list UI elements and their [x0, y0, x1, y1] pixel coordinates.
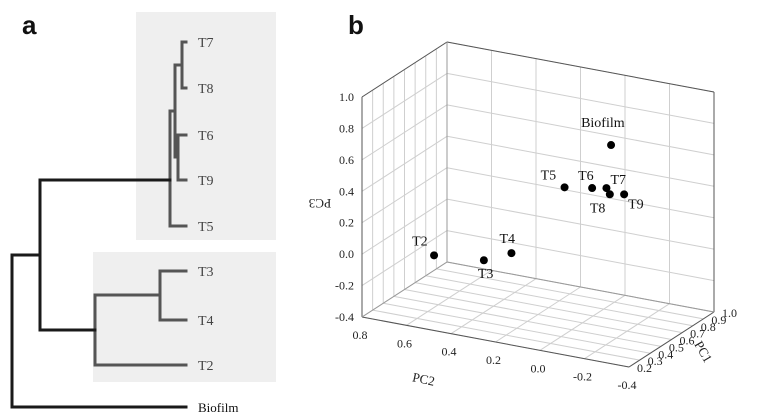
pc1-tick-label: 1.0	[722, 306, 737, 320]
pc2-tick-label: -0.4	[618, 378, 637, 392]
pc3-tick-label: -0.4	[335, 310, 354, 324]
grid-line	[361, 135, 448, 192]
pc2-tick-label: 0.8	[353, 328, 368, 342]
leaf-label-t8: T8	[198, 82, 214, 97]
branch-t5	[168, 109, 188, 228]
pc3-tick-label: 0.2	[339, 216, 354, 230]
pc3-tick-label: 0.6	[339, 153, 354, 167]
pc3-tick-label: 0.0	[339, 247, 354, 261]
point-label-t2: T2	[412, 234, 428, 249]
pc1-tick-label: 0.3	[648, 354, 663, 368]
pc2-tick-label: 0.4	[442, 345, 457, 359]
point-t9	[620, 190, 629, 199]
point-label-t3: T3	[478, 267, 494, 282]
pc3-axis-title: PC3	[309, 196, 331, 211]
cluster-2-box	[93, 252, 276, 382]
pc3-tick-label: 0.4	[339, 184, 354, 198]
point-label-t7: T7	[610, 173, 626, 188]
point-label-t8: T8	[590, 201, 606, 216]
dendrogram: T7 T8 T6 T9 T5 T3 T4 T2 Biofilm	[10, 12, 276, 414]
box-edge	[361, 261, 448, 318]
point-t8	[605, 190, 614, 199]
point-label-t5: T5	[541, 168, 557, 183]
grid-line	[383, 302, 651, 354]
grid-line	[361, 73, 448, 129]
point-label-t6: T6	[578, 169, 594, 184]
panel-b-label: b	[348, 10, 364, 40]
pc2-tick-label: 0.6	[397, 336, 412, 350]
point-t5	[560, 183, 569, 192]
leaf-label-t6: T6	[198, 129, 214, 144]
pc1-tick-label: 0.5	[669, 340, 684, 354]
pc2-tick-label: -0.2	[573, 370, 592, 384]
point-label-t9: T9	[628, 197, 644, 212]
pc2-axis-title: PC2	[411, 369, 436, 388]
pc1-tick-label: 0.2	[637, 361, 652, 375]
grid-line	[393, 295, 661, 347]
leaf-label-t4: T4	[198, 314, 214, 329]
leaf-label-t5: T5	[198, 220, 214, 235]
pc3-tick-label: 1.0	[339, 90, 354, 104]
grid-line	[446, 167, 715, 219]
pc1-tick-label: 0.9	[711, 313, 726, 327]
grid-line	[436, 268, 704, 320]
grid-line	[446, 198, 715, 250]
pc3-tick-label: -0.2	[335, 279, 354, 293]
point-label-t4: T4	[499, 232, 515, 247]
pca-3d-plot: 1.00.80.60.40.20.0-0.2-0.40.80.60.40.20.…	[309, 41, 737, 392]
pc1-tick-label: 0.8	[701, 320, 716, 334]
cluster-1-box	[136, 12, 276, 240]
grid-line	[425, 275, 693, 327]
leaf-label-t3: T3	[198, 265, 214, 280]
grid-line	[361, 230, 448, 286]
point-t3	[479, 256, 488, 265]
point-t2	[430, 251, 439, 260]
grid-line	[415, 282, 683, 334]
grid-line	[361, 198, 448, 255]
pc1-axis-title: PC1	[691, 338, 715, 365]
pc1-tick-label: 0.6	[680, 334, 695, 348]
grid-line	[372, 309, 640, 361]
point-biofilm	[607, 141, 616, 150]
grid-line	[446, 104, 715, 156]
axis-pc1	[628, 311, 715, 368]
leaf-label-t2: T2	[198, 359, 214, 374]
pc2-tick-label: 0.0	[531, 361, 546, 375]
axis-pc2	[361, 316, 630, 368]
point-t4	[507, 249, 516, 258]
branch-root	[10, 253, 188, 409]
pc1-tick-label: 0.4	[658, 347, 673, 361]
grid-line	[446, 135, 715, 187]
pc2-tick-label: 0.2	[486, 353, 501, 367]
grid-line	[446, 230, 715, 282]
leaf-label-t9: T9	[198, 174, 214, 189]
panel-a-label: a	[22, 10, 37, 40]
box-edge	[446, 261, 715, 313]
point-t6	[588, 184, 597, 193]
box-edge	[361, 41, 448, 98]
leaf-label-biofilm: Biofilm	[198, 400, 238, 414]
grid-line	[361, 104, 448, 161]
grid-line	[404, 289, 672, 340]
grid-line	[361, 167, 448, 224]
leaf-label-t7: T7	[198, 36, 214, 51]
point-label-biofilm: Biofilm	[581, 116, 625, 131]
pc3-tick-label: 0.8	[339, 121, 354, 135]
pc1-tick-label: 0.7	[690, 327, 705, 341]
grid-line	[446, 72, 715, 124]
box-edge	[446, 41, 715, 93]
point-t7	[602, 184, 611, 193]
